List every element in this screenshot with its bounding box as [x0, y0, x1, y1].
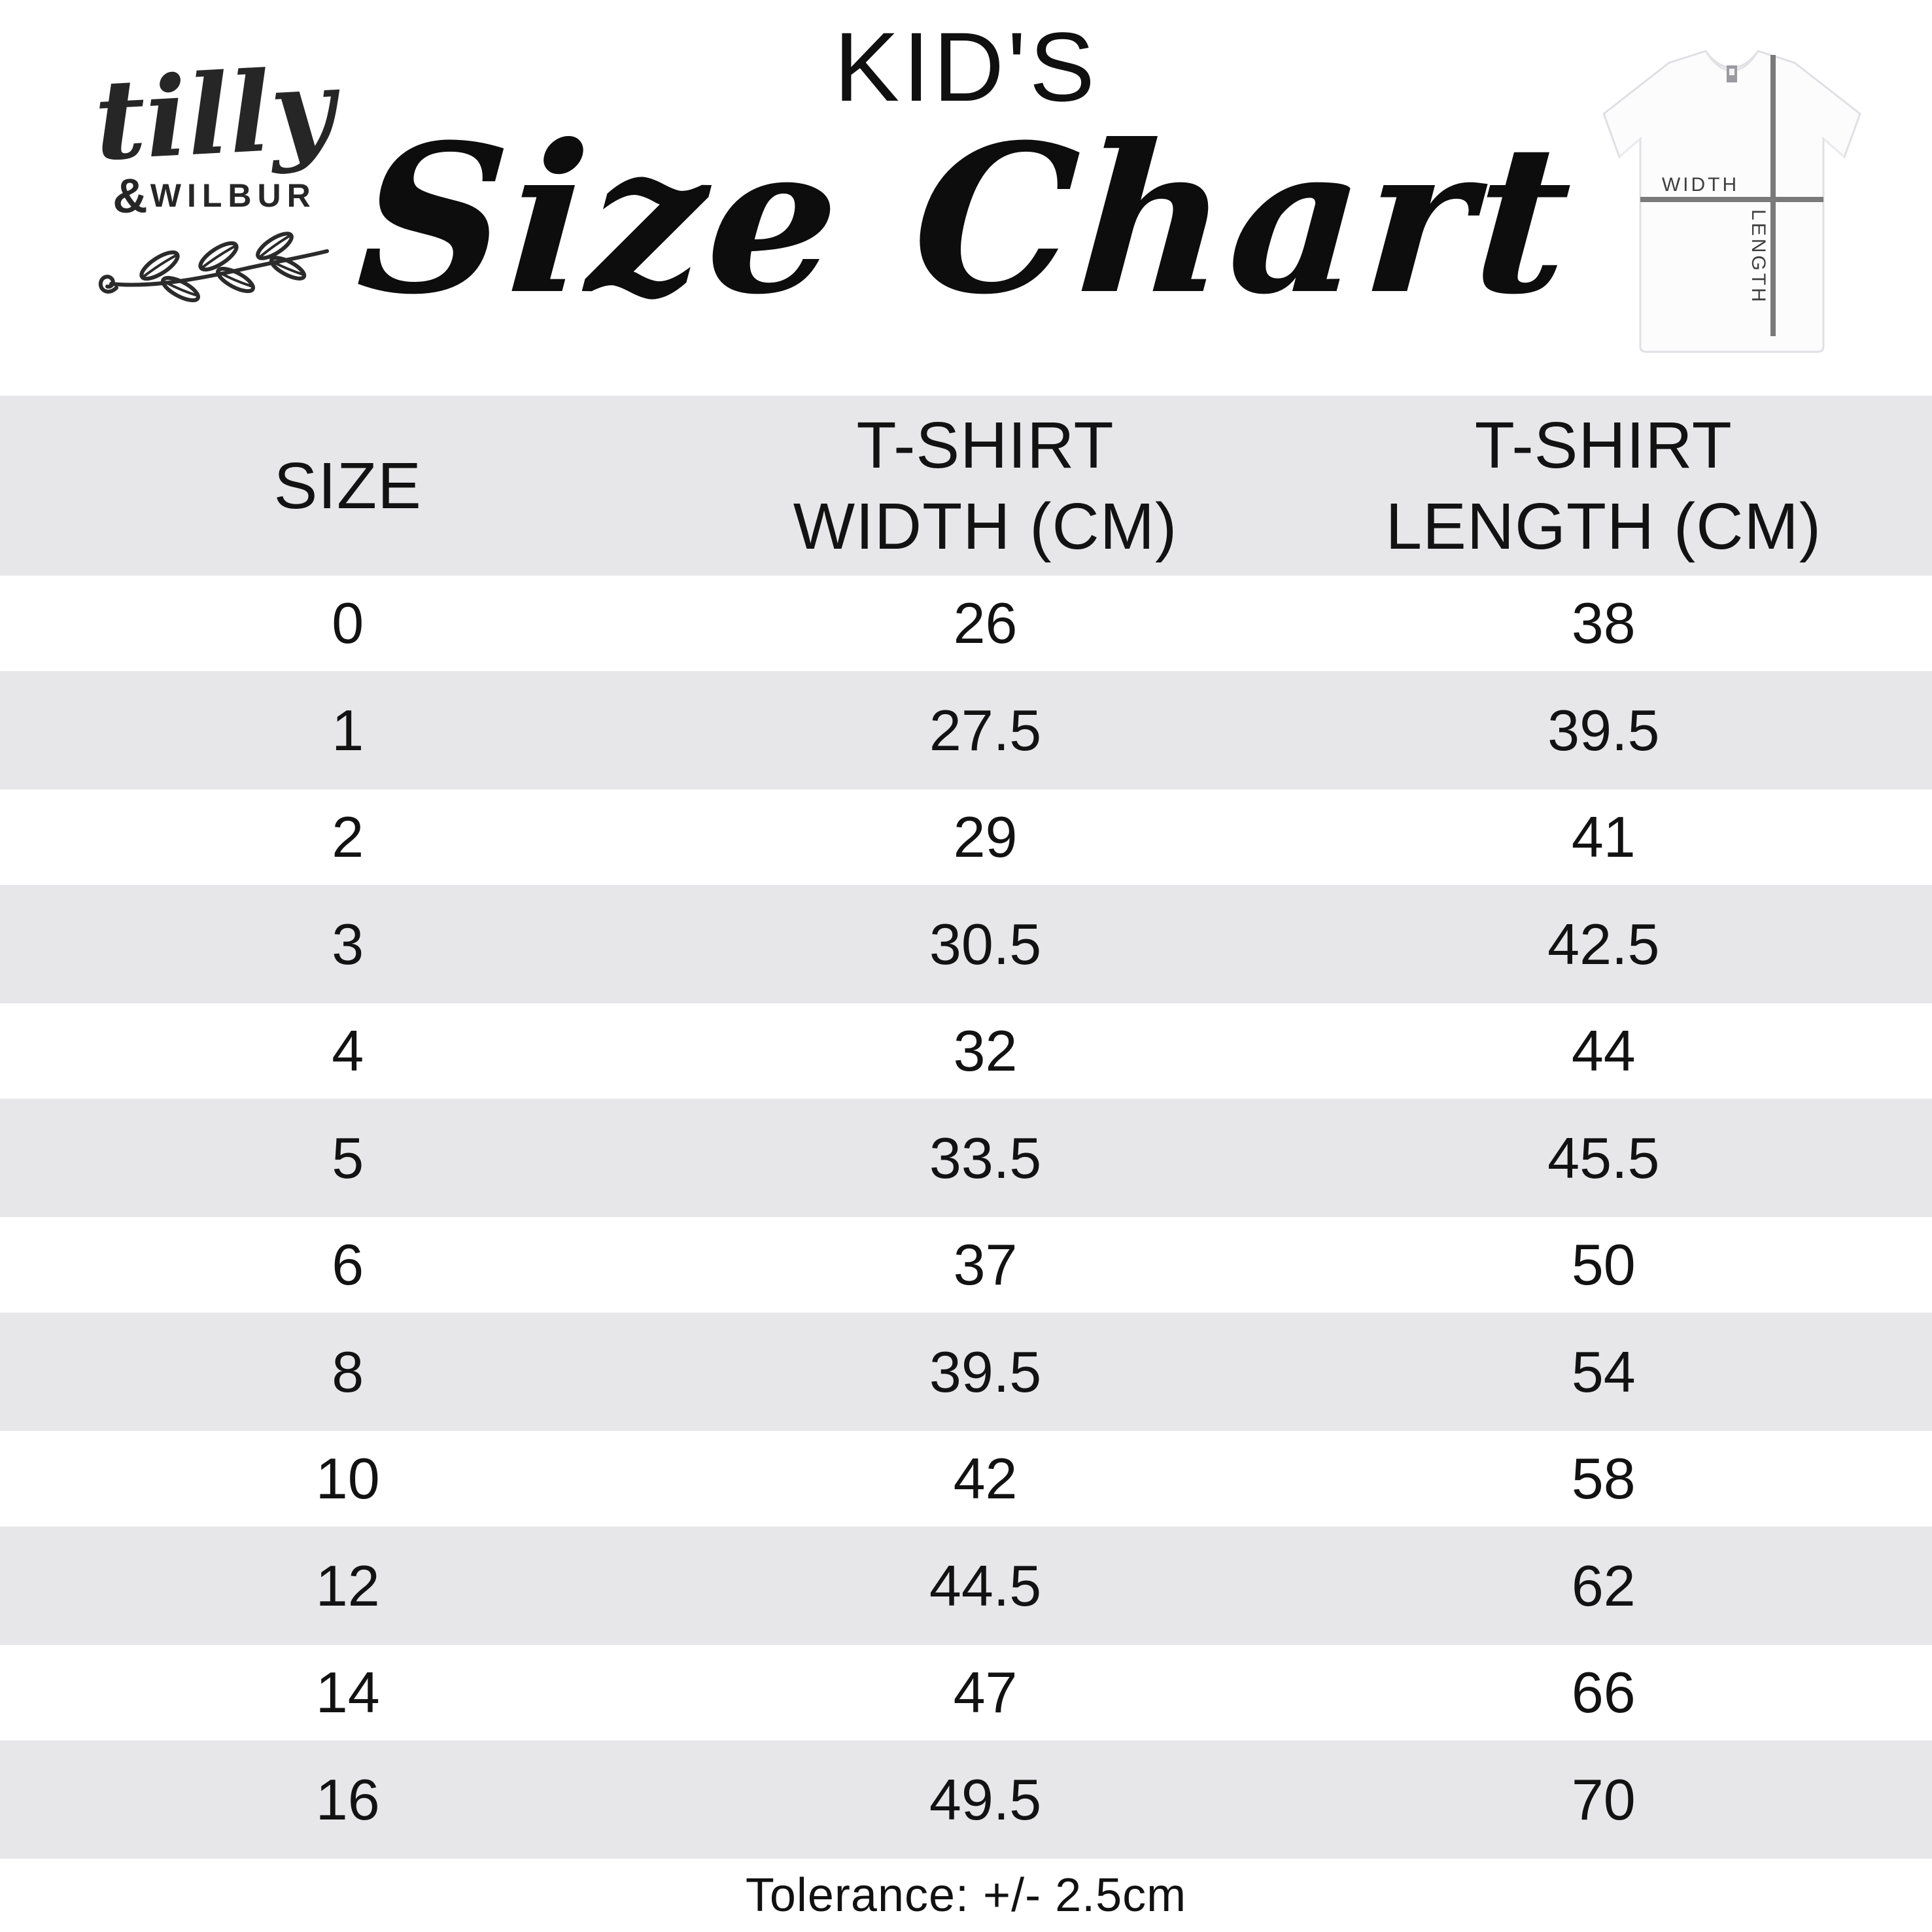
cell-width: 49.5	[929, 1767, 1042, 1832]
tolerance-note: Tolerance: +/- 2.5cm	[745, 1869, 1187, 1922]
table-body: 0 26 38 1 27.5 39.5 2 29 41 3 30.5 42.5 4 32 44 5 33.5 45…	[0, 576, 1932, 1859]
cell-length: 39.5	[1547, 697, 1660, 763]
length-label: LENGTH	[1748, 209, 1769, 305]
cell-width: 42	[953, 1446, 1018, 1511]
cell-size: 12	[315, 1553, 380, 1618]
size-table: SIZE T-SHIRT WIDTH (CM) T-SHIRT LENGTH (…	[0, 396, 1932, 1859]
table-row: 10 42 58	[0, 1431, 1932, 1527]
table-header-row: SIZE T-SHIRT WIDTH (CM) T-SHIRT LENGTH (…	[0, 396, 1932, 576]
cell-size: 8	[332, 1339, 364, 1404]
column-header-width: T-SHIRT WIDTH (CM)	[793, 408, 1178, 563]
cell-width: 26	[953, 591, 1018, 655]
table-row: 12 44.5 62	[0, 1527, 1932, 1645]
ampersand: &	[112, 168, 148, 223]
cell-length: 42.5	[1547, 911, 1660, 976]
cell-width: 33.5	[929, 1125, 1042, 1190]
cell-size: 10	[315, 1446, 380, 1511]
cell-length: 58	[1571, 1446, 1636, 1511]
cell-length: 38	[1571, 591, 1636, 655]
table-row: 6 37 50	[0, 1217, 1932, 1313]
cell-width: 32	[953, 1018, 1018, 1083]
cell-size: 14	[315, 1660, 380, 1725]
cell-length: 66	[1571, 1660, 1636, 1725]
cell-length: 62	[1571, 1553, 1636, 1618]
page-header: tilly & WILBUR	[0, 0, 1932, 396]
cell-size: 4	[332, 1018, 364, 1083]
cell-width: 29	[953, 804, 1018, 869]
brand-name-caps: & WILBUR	[90, 168, 339, 224]
tshirt-icon: WIDTH LENGTH	[1602, 50, 1861, 353]
table-row: 16 49.5 70	[0, 1740, 1932, 1859]
cell-length: 44	[1571, 1018, 1636, 1083]
table-row: 5 33.5 45.5	[0, 1099, 1932, 1217]
cell-size: 0	[332, 591, 364, 655]
table-row: 14 47 66	[0, 1645, 1932, 1740]
cell-size: 3	[332, 911, 364, 976]
cell-size: 6	[332, 1232, 364, 1297]
table-row: 1 27.5 39.5	[0, 671, 1932, 789]
cell-size: 1	[332, 697, 364, 763]
cell-width: 27.5	[929, 697, 1042, 763]
cell-size: 16	[315, 1767, 380, 1832]
width-label: WIDTH	[1662, 174, 1739, 196]
table-row: 4 32 44	[0, 1003, 1932, 1099]
brand-name-caps-text: WILBUR	[150, 177, 317, 215]
cell-length: 50	[1571, 1232, 1636, 1297]
cell-width: 30.5	[929, 911, 1042, 976]
table-row: 2 29 41	[0, 789, 1932, 885]
title-block: KID'S Size Chart	[0, 0, 1932, 339]
cell-width: 39.5	[929, 1339, 1042, 1404]
laurel-branch-icon	[98, 232, 329, 302]
cell-length: 41	[1571, 804, 1636, 869]
table-row: 8 39.5 54	[0, 1313, 1932, 1431]
cell-size: 5	[332, 1125, 364, 1190]
cell-width: 44.5	[929, 1553, 1042, 1618]
cell-length: 70	[1571, 1767, 1636, 1832]
column-header-size: SIZE	[273, 449, 422, 523]
cell-length: 54	[1571, 1339, 1636, 1404]
table-row: 3 30.5 42.5	[0, 885, 1932, 1003]
table-row: 0 26 38	[0, 576, 1932, 671]
cell-length: 45.5	[1547, 1125, 1660, 1190]
cell-size: 2	[332, 804, 364, 869]
brand-logo: tilly & WILBUR	[90, 44, 339, 307]
title-kicker: KID'S	[834, 12, 1098, 122]
tshirt-diagram: WIDTH LENGTH	[1585, 44, 1880, 375]
column-header-length: T-SHIRT LENGTH (CM)	[1385, 408, 1822, 563]
cell-width: 37	[953, 1232, 1018, 1297]
cell-width: 47	[953, 1660, 1018, 1725]
